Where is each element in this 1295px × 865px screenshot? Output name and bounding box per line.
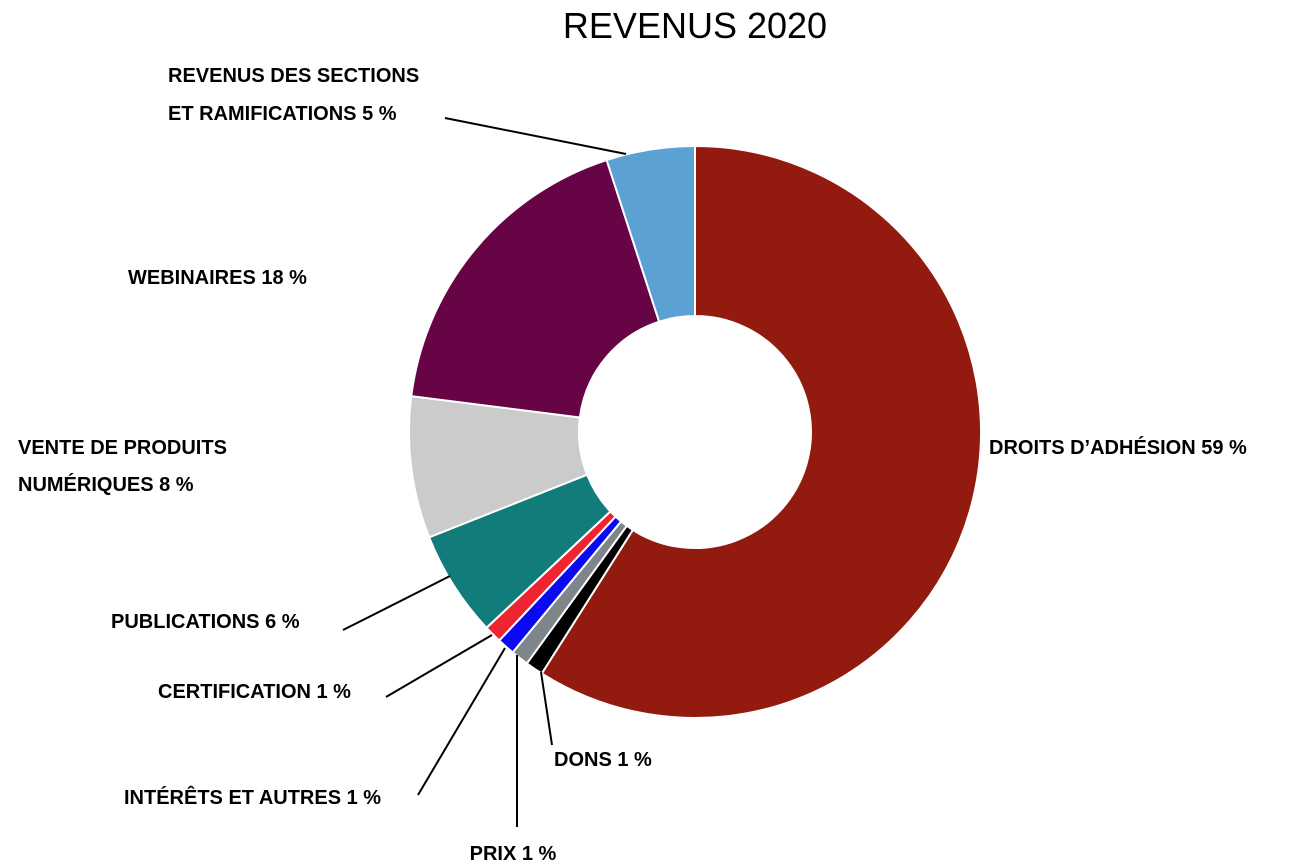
donut-slice-7 [410, 158, 661, 419]
label-vente-line1: VENTE DE PRODUITS [18, 437, 227, 459]
donut-slice-0 [540, 144, 982, 719]
label-droits: DROITS D’ADHÉSION 59 % [989, 436, 1247, 459]
label-revenus-line2: ET RAMIFICATIONS 5 % [168, 103, 397, 125]
leader-line-revenus [444, 117, 627, 155]
label-revenus-line1: REVENUS DES SECTIONS [168, 65, 419, 87]
donut-slice-8 [605, 144, 696, 323]
label-certification: CERTIFICATION 1 % [158, 681, 351, 703]
leader-line-interets [417, 647, 506, 796]
label-dons: DONS 1 % [554, 749, 652, 771]
label-prix: PRIX 1 % [470, 843, 557, 865]
leader-line-publications [342, 575, 451, 631]
leader-line-dons [540, 671, 553, 746]
donut-slices [408, 144, 982, 719]
label-webinaires: WEBINAIRES 18 % [128, 267, 307, 289]
chart-title: REVENUS 2020 [563, 5, 827, 46]
leader-lines [342, 117, 627, 827]
leader-line-certification [385, 634, 493, 698]
label-interets: INTÉRÊTS ET AUTRES 1 % [124, 785, 381, 809]
label-publications: PUBLICATIONS 6 % [111, 611, 300, 633]
label-vente-line2: NUMÉRIQUES 8 % [18, 473, 194, 496]
